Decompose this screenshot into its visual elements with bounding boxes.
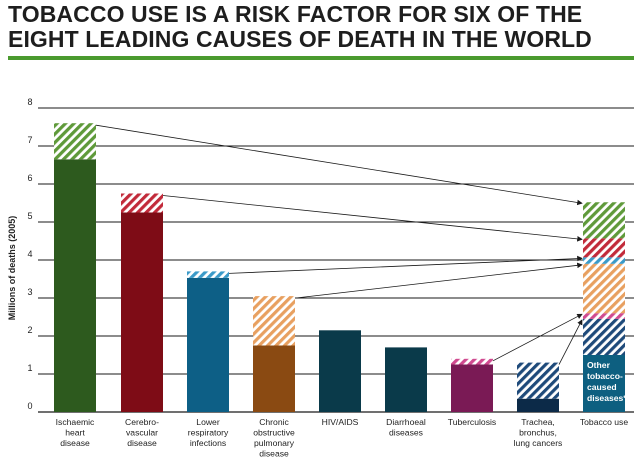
x-label-tob-0: Tobacco use [580,417,628,427]
x-label-ihd-1: heart [65,428,85,438]
bar-cvd [121,212,163,412]
bar-copd [253,345,295,412]
bar-tobacco-base [583,355,625,412]
annotation-line-2: caused [587,382,617,392]
bar-ihd-tobacco [54,123,96,160]
y-tick-4: 4 [27,249,32,259]
arrow-tb [492,313,583,362]
bar-tb-tobacco [451,358,493,365]
annotation-line-1: tobacco- [587,371,623,381]
annotation-line-3: diseases* [587,393,627,403]
arrow-lri [228,255,583,274]
bar-tb [451,364,493,412]
x-label-ihd-2: disease [60,438,90,448]
bar-diar [385,347,427,412]
y-tick-3: 3 [27,287,32,297]
y-tick-0: 0 [27,401,32,411]
bar-tobacco-lung [583,318,625,355]
y-tick-1: 1 [27,363,32,373]
x-label-lri-2: infections [190,438,226,448]
x-label-cvd-0: Cerebro- [125,417,159,427]
x-label-lung-0: Trachea, [521,417,555,427]
arrow-copd [294,262,583,299]
title-line-1: TOBACCO USE IS A RISK FACTOR FOR SIX OF … [8,1,583,27]
bar-lri [187,277,229,412]
x-label-lung-2: lung cancers [514,438,563,448]
bar-cvd-tobacco [121,193,163,213]
bar-copd-tobacco [253,296,295,346]
y-tick-7: 7 [27,135,32,145]
x-label-copd-0: Chronic [259,417,289,427]
x-label-cvd-1: vascular [126,428,158,438]
x-label-lri-1: respiratory [188,428,229,438]
bar-lung-tobacco [517,362,559,399]
x-label-tb-0: Tuberculosis [448,417,496,427]
bar-lri-tobacco [187,271,229,278]
arrow-cvd [162,195,583,242]
x-label-copd-2: pulmonary [254,438,295,448]
arrow-lung [558,319,583,365]
x-label-cvd-2: disease [127,438,157,448]
bar-tobacco-ihd [583,202,625,239]
bar-tobacco-cvd [583,238,625,258]
x-label-ihd-0: Ischaemic [56,417,95,427]
chart-title: TOBACCO USE IS A RISK FACTOR FOR SIX OF … [8,2,633,52]
bar-tobacco-lri [583,257,625,264]
x-label-copd-3: disease [259,449,289,459]
y-tick-8: 8 [27,97,32,107]
x-label-diar-1: diseases [389,428,423,438]
x-label-diar-0: Diarrhoeal [386,417,426,427]
bar-hiv [319,330,361,412]
title-rule [8,56,634,60]
y-axis-label: Millions of deaths (2005) [7,216,17,321]
x-label-lri-0: Lower [196,417,220,427]
annotation-line-0: Other [587,360,611,370]
x-label-lung-1: bronchus, [519,428,557,438]
y-tick-2: 2 [27,325,32,335]
bar-lung [517,398,559,412]
bar-tobacco-copd [583,263,625,314]
title-line-2: EIGHT LEADING CAUSES OF DEATH IN THE WOR… [8,26,592,52]
x-label-copd-1: obstructive [253,428,295,438]
bar-tobacco-tb [583,313,625,319]
bar-ihd [54,159,96,412]
y-tick-6: 6 [27,173,32,183]
arrow-ihd [95,124,583,206]
y-tick-5: 5 [27,211,32,221]
x-label-hiv-0: HIV/AIDS [322,417,359,427]
